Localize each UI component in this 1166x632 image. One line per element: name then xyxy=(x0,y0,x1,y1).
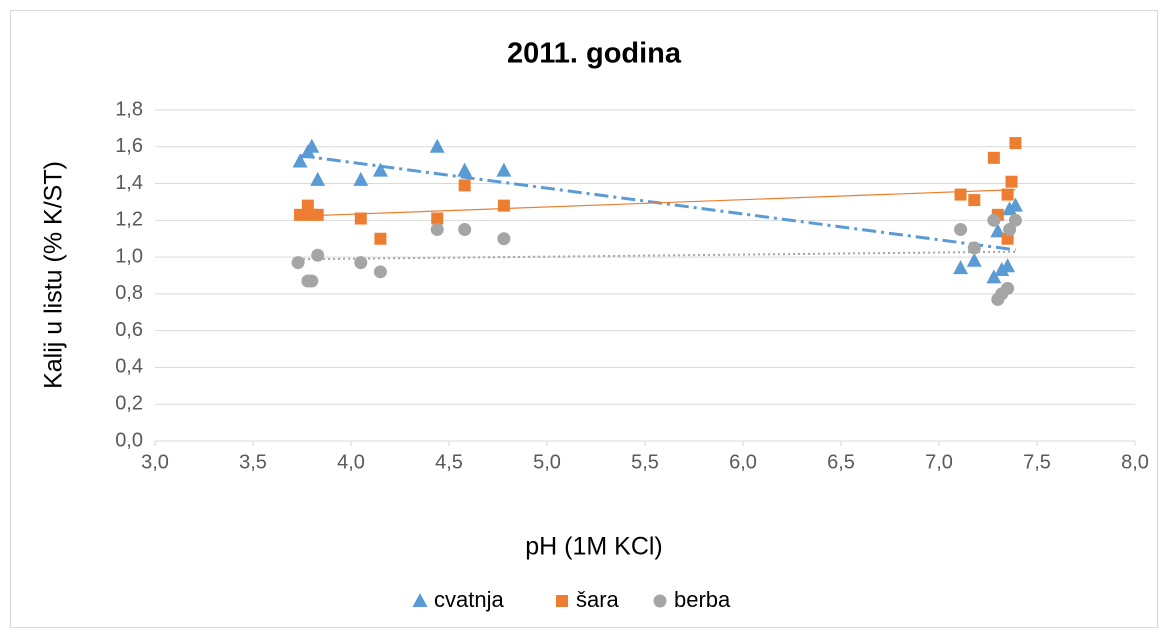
x-tick-label: 7,0 xyxy=(925,451,953,473)
point xyxy=(966,252,982,267)
point xyxy=(1000,258,1016,273)
point xyxy=(994,261,1010,276)
point xyxy=(1007,197,1023,212)
x-tick-label: 3,5 xyxy=(239,451,267,473)
point xyxy=(987,213,1001,227)
x-tick-label: 4,5 xyxy=(435,451,463,473)
point xyxy=(953,260,969,275)
point xyxy=(373,265,387,279)
y-tick-label: 0,8 xyxy=(115,282,143,304)
y-tick-label: 0,2 xyxy=(115,393,143,415)
chart-title: 2011. godina xyxy=(507,38,682,70)
legend-label: cvatnja xyxy=(434,587,504,612)
point xyxy=(497,199,510,212)
point xyxy=(431,212,444,225)
point xyxy=(310,171,326,186)
legend-label: šara xyxy=(576,587,620,612)
point xyxy=(986,269,1002,284)
x-axis-label: pH (1M KCl) xyxy=(525,533,663,561)
x-tick-label: 6,0 xyxy=(729,451,757,473)
legend-label: berba xyxy=(674,587,731,612)
y-axis-label: Kalij u listu (% K/ST) xyxy=(40,161,68,389)
point xyxy=(1001,281,1015,295)
point xyxy=(1002,201,1018,216)
point xyxy=(372,162,388,177)
x-tick-label: 3,0 xyxy=(141,451,169,473)
point xyxy=(305,274,319,288)
point xyxy=(429,138,445,153)
point xyxy=(1008,213,1022,227)
point xyxy=(968,194,981,207)
x-tick-label: 8,0 xyxy=(1121,451,1149,473)
point xyxy=(1009,137,1022,150)
point xyxy=(954,188,967,201)
y-tick-label: 1,6 xyxy=(115,135,143,157)
y-tick-label: 0,0 xyxy=(115,429,143,451)
legend-marker xyxy=(412,593,428,607)
point xyxy=(458,179,471,192)
y-tick-label: 1,2 xyxy=(115,209,143,231)
point xyxy=(457,162,473,177)
point xyxy=(291,256,305,270)
point xyxy=(294,208,307,221)
point xyxy=(374,232,387,245)
point xyxy=(496,162,512,177)
x-tick-label: 6,5 xyxy=(827,451,855,473)
point xyxy=(301,199,314,212)
point xyxy=(311,208,324,221)
point xyxy=(987,151,1000,164)
x-tick-label: 5,0 xyxy=(533,451,561,473)
y-tick-label: 0,4 xyxy=(115,356,143,378)
point xyxy=(458,223,472,237)
point xyxy=(354,256,368,270)
point xyxy=(311,248,325,262)
point xyxy=(353,171,369,186)
legend-marker xyxy=(556,595,568,607)
y-tick-label: 0,6 xyxy=(115,319,143,341)
point xyxy=(1005,175,1018,188)
legend-marker xyxy=(653,594,667,608)
y-tick-label: 1,4 xyxy=(115,172,143,194)
point xyxy=(354,212,367,225)
point xyxy=(304,138,320,153)
y-tick-label: 1,0 xyxy=(115,245,143,267)
point xyxy=(497,232,511,246)
point xyxy=(990,223,1006,238)
point xyxy=(1001,188,1014,201)
x-tick-label: 4,0 xyxy=(337,451,365,473)
chart-frame xyxy=(10,10,1158,628)
x-tick-label: 7,5 xyxy=(1023,451,1051,473)
y-tick-label: 1,8 xyxy=(115,98,143,120)
trendline xyxy=(300,189,1016,217)
x-tick-label: 5,5 xyxy=(631,451,659,473)
point xyxy=(954,223,968,237)
point xyxy=(967,241,981,255)
point xyxy=(430,223,444,237)
point xyxy=(1003,223,1017,237)
point xyxy=(292,153,308,168)
